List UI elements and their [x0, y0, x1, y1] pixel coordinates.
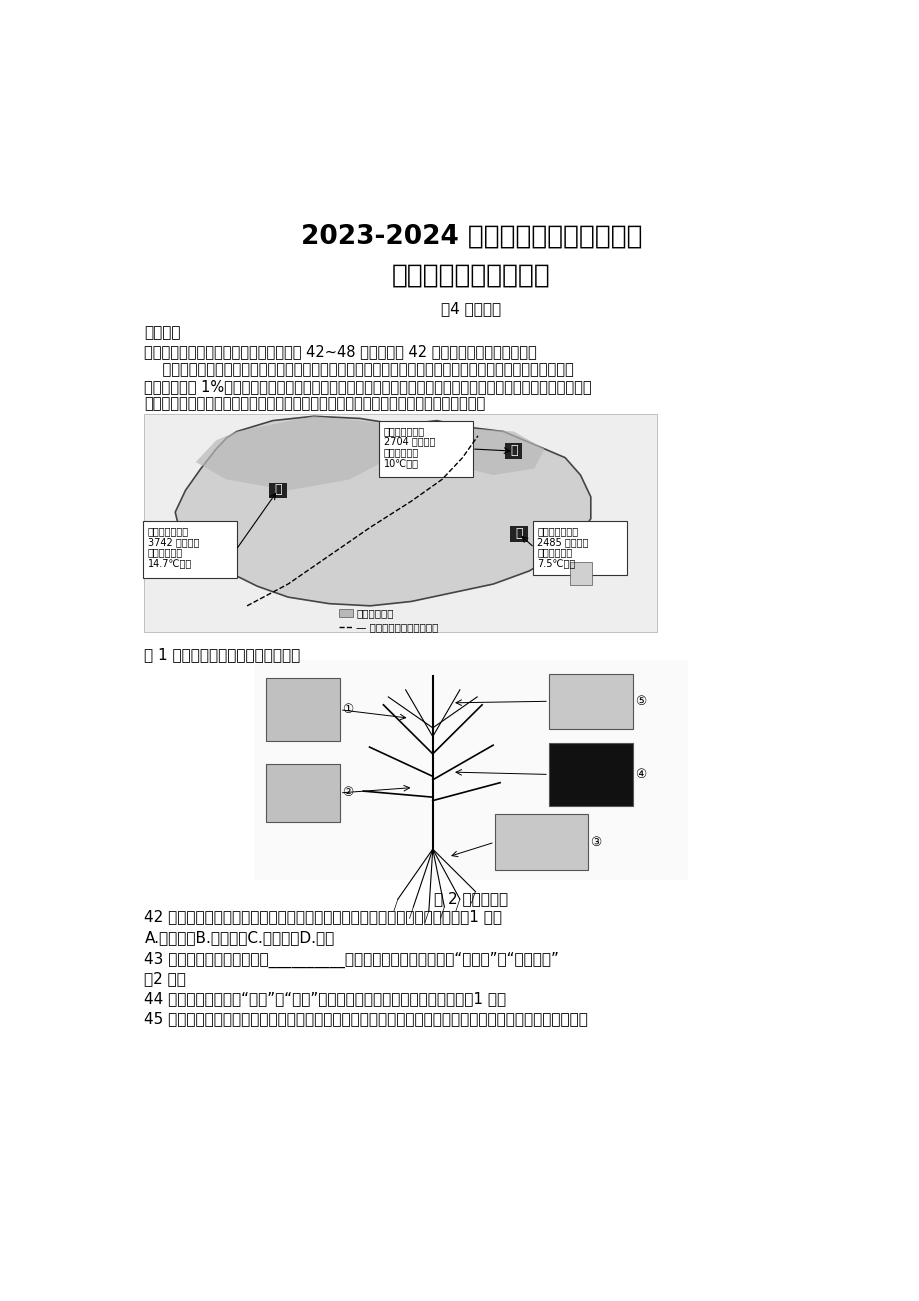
- Text: 乙: 乙: [509, 444, 517, 457]
- Text: 在盐度不低于 1%的海水条件下能正常生长且产量较高的水稻品种，其主要分布在沿海滩涂和部分盐碱地。海水稻: 在盐度不低于 1%的海水条件下能正常生长且产量较高的水稻品种，其主要分布在沿海滩…: [144, 380, 592, 394]
- Text: 图 1 我国盐碱地分布及季风区分界线: 图 1 我国盐碱地分布及季风区分界线: [144, 648, 301, 662]
- Text: 图 2 海水稻植株: 图 2 海水稻植株: [434, 891, 508, 907]
- Text: 7.5℃左右: 7.5℃左右: [537, 558, 575, 569]
- Text: ③: ③: [589, 835, 601, 848]
- Text: 2023-2024 学年上学期期末模拟考试: 2023-2024 学年上学期期末模拟考试: [301, 224, 641, 250]
- Polygon shape: [196, 416, 401, 490]
- FancyBboxPatch shape: [570, 562, 591, 585]
- Text: 不需施用肥料、农药，不需除草，不惧海水的短期浸泡，可吸纳海水的养料，长势旺盛。: 不需施用肥料、农药，不需除草，不惧海水的短期浸泡，可吸纳海水的养料，长势旺盛。: [144, 397, 485, 411]
- Text: ②: ②: [342, 786, 353, 799]
- Text: 年平均日照时数: 年平均日照时数: [383, 425, 425, 436]
- Text: — 季风区和非季风区分界线: — 季风区和非季风区分界线: [356, 622, 438, 632]
- Text: 年平均日照时数: 年平均日照时数: [147, 526, 188, 536]
- Text: 年平均日照时数: 年平均日照时数: [537, 526, 578, 536]
- Text: 九年级跨学科案例分析: 九年级跨学科案例分析: [391, 263, 550, 289]
- FancyBboxPatch shape: [144, 414, 657, 632]
- Text: 海水稻是指在现有自然存活的高耐盐碱性野生稻的基础上，利用遗传工程技术，选育出可供产业化推广的、: 海水稻是指在现有自然存活的高耐盐碱性野生稻的基础上，利用遗传工程技术，选育出可供…: [144, 363, 573, 377]
- Text: （2 分）: （2 分）: [144, 971, 187, 986]
- FancyBboxPatch shape: [532, 522, 627, 575]
- Bar: [339, 609, 353, 617]
- FancyBboxPatch shape: [510, 526, 527, 541]
- Text: 盐碱地分布区: 盐碱地分布区: [356, 608, 393, 618]
- Text: 3742 小时，气: 3742 小时，气: [147, 537, 199, 546]
- Text: 温平均日较差: 温平均日较差: [147, 548, 183, 558]
- Text: A.华南　　B.华东　　C.华中　　D.西北: A.华南 B.华东 C.华中 D.西北: [144, 930, 335, 945]
- Text: 44 ．甲地濨临（选填“黄海”或“东海”）可利用沿海滩涂资源种植海水稻。（1 分）: 44 ．甲地濨临（选填“黄海”或“东海”）可利用沿海滩涂资源种植海水稻。（1 分…: [144, 991, 506, 1006]
- FancyBboxPatch shape: [549, 674, 632, 729]
- FancyBboxPatch shape: [266, 765, 339, 822]
- FancyBboxPatch shape: [255, 661, 687, 879]
- Text: 第一组：: 第一组：: [144, 325, 181, 341]
- Text: 14.7℃左右: 14.7℃左右: [147, 558, 191, 569]
- Text: ①: ①: [342, 704, 353, 717]
- Text: 2485 小时，气: 2485 小时，气: [537, 537, 588, 546]
- FancyBboxPatch shape: [266, 678, 339, 742]
- FancyBboxPatch shape: [505, 444, 522, 459]
- Text: 温平均日较差: 温平均日较差: [383, 448, 418, 458]
- Text: ④: ④: [634, 768, 645, 781]
- FancyBboxPatch shape: [379, 422, 473, 476]
- Text: 10℃左右: 10℃左右: [383, 458, 418, 468]
- Text: 丙: 丙: [274, 483, 281, 496]
- Text: （4 组试卷）: （4 组试卷）: [441, 301, 501, 316]
- Text: 2704 小时，气: 2704 小时，气: [383, 437, 435, 446]
- Text: 甲: 甲: [515, 527, 522, 540]
- Polygon shape: [175, 416, 590, 606]
- Text: 42 ．我国盐碱地面积广大，主要分布在（　　）、东北、华北及滨海地区。（1 分）: 42 ．我国盐碱地面积广大，主要分布在（ ）、东北、华北及滨海地区。（1 分）: [144, 909, 502, 924]
- Text: ⑤: ⑤: [634, 695, 645, 708]
- Text: 45 ．为了研究海水稻新品种的耗盐性，科研人员将不同品种的海水稻幼苗放在不同浓度的盐水溶液中培养。: 45 ．为了研究海水稻新品种的耗盐性，科研人员将不同品种的海水稻幼苗放在不同浓度…: [144, 1011, 587, 1025]
- Text: 本部分共一个案例。阅读下列资料，回第 42~48 题。其中第 42 选择题只有一个正确选择。: 本部分共一个案例。阅读下列资料，回第 42~48 题。其中第 42 选择题只有一…: [144, 343, 537, 359]
- FancyBboxPatch shape: [494, 814, 587, 870]
- FancyBboxPatch shape: [142, 522, 237, 579]
- Text: 温平均日较差: 温平均日较差: [537, 548, 573, 558]
- Text: 43 ．丙位于我国最大的盆地__________盆地西部边缘，地处（选填“季风区”或“非季风区”: 43 ．丙位于我国最大的盆地__________盆地西部边缘，地处（选填“季风区…: [144, 951, 559, 968]
- FancyBboxPatch shape: [268, 483, 287, 498]
- Polygon shape: [426, 427, 544, 475]
- FancyBboxPatch shape: [549, 743, 632, 807]
